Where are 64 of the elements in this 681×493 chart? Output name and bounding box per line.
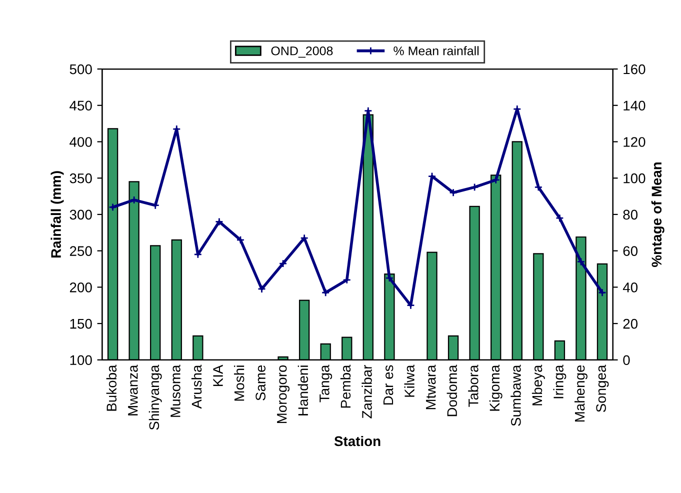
x-tick-label: Shinyanga: [148, 364, 162, 430]
x-tick-label: Iringa: [553, 364, 566, 398]
x-tick-label: Kilwa: [404, 364, 414, 397]
x-tick-label: Mtwara: [426, 364, 436, 410]
y2-tick-label: 120: [624, 137, 646, 147]
x-tick-label: Pemba: [340, 364, 351, 408]
x-axis-title: Station: [334, 436, 380, 446]
x-tick-label: Morogoro: [277, 365, 290, 424]
point: [598, 288, 606, 297]
x-tick-label: Arusha: [191, 364, 202, 409]
x-tick-label: Moshi: [234, 366, 244, 401]
y2-tick-label: 80: [623, 210, 638, 220]
y-tick-label: 100: [70, 355, 92, 366]
y2-axis-title: %ntage of Mean: [651, 162, 664, 267]
y2-tick-label: 0: [623, 355, 630, 366]
y2-tick-label: 20: [623, 318, 638, 329]
point: [492, 176, 500, 184]
y2-tick-label: 60: [623, 246, 638, 256]
y-tick-label: 300: [70, 210, 92, 220]
x-tick-label: Dodoma: [446, 364, 458, 416]
x-tick-label: KIA: [213, 364, 223, 386]
y-tick-label: 500: [70, 64, 92, 74]
x-tick-label: Tanga: [320, 364, 332, 402]
point: [236, 236, 245, 244]
point: [215, 218, 224, 226]
point: [576, 258, 586, 266]
point: [534, 183, 543, 192]
y-tick-label: 150: [70, 318, 92, 329]
x-tick-label: Same: [256, 365, 266, 400]
x-tick-label: Dar es: [383, 365, 394, 405]
point: [470, 183, 479, 192]
point: [428, 172, 436, 180]
point: [278, 259, 288, 268]
legend-label: OND_2008: [271, 46, 333, 58]
x-tick-label: Mwanza: [128, 364, 138, 416]
y-axis-title: Rainfall (mm): [50, 171, 64, 258]
point: [556, 214, 564, 222]
x-tick-label: Zanzibar: [362, 364, 372, 418]
point: [321, 288, 330, 297]
y2-tick-label: 40: [622, 282, 638, 292]
point: [130, 196, 138, 204]
x-tick-label: Tabora: [468, 364, 478, 407]
x-tick-label: Mahenge: [574, 365, 588, 422]
y2-tick-label: 160: [624, 64, 646, 74]
y-tick-label: 200: [70, 282, 92, 292]
point: [108, 203, 117, 212]
y-tick-label: 250: [70, 246, 92, 256]
point: [258, 284, 266, 294]
y-tick-label: 350: [70, 173, 92, 184]
y-tick-label: 400: [70, 137, 92, 147]
x-tick-label: Songea: [596, 364, 609, 412]
x-tick-label: Kigoma: [489, 364, 502, 411]
x-tick-label: Musoma: [170, 364, 180, 417]
point: [300, 234, 308, 242]
legend-label: % Mean rainfall: [394, 46, 479, 56]
point: [449, 188, 458, 197]
y-tick-label: 450: [70, 100, 92, 111]
x-tick-label: Mbeya: [532, 364, 545, 406]
x-tick-label: Sumbawa: [510, 364, 521, 426]
x-tick-label: Bukoba: [106, 364, 117, 411]
y2-tick-label: 100: [624, 173, 646, 184]
y2-tick-label: 140: [624, 100, 646, 111]
point: [151, 201, 160, 210]
x-tick-label: Handeni: [298, 366, 308, 416]
